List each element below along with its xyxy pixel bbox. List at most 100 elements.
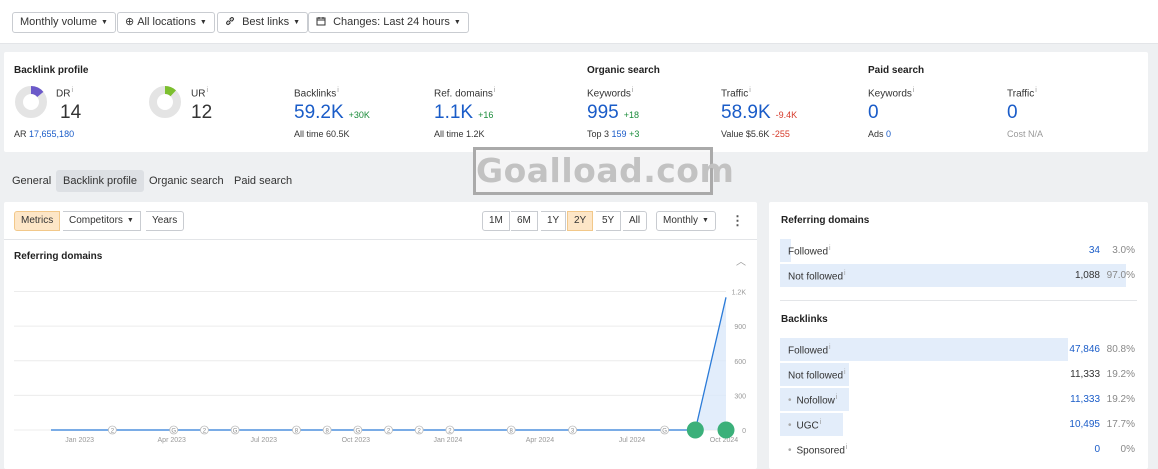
more-options-icon[interactable]: ⋮ xyxy=(731,213,744,228)
caret-down-icon: ▼ xyxy=(126,217,134,224)
backlinks-row[interactable]: • Sponsoredi 0 0% xyxy=(780,438,1137,461)
collapse-chevron-icon[interactable]: ︿ xyxy=(736,257,746,268)
range-2y[interactable]: 2Y xyxy=(567,211,594,231)
row-label: Followedi xyxy=(788,344,831,357)
x-tick-label: Jul 2024 xyxy=(619,437,646,444)
y-tick-label: 300 xyxy=(734,393,746,400)
y-tick-label: 600 xyxy=(734,359,746,366)
range-1m[interactable]: 1M xyxy=(482,211,510,231)
metrics-toggle[interactable]: Metrics xyxy=(14,211,61,231)
info-icon: i xyxy=(844,270,846,277)
backlinks-row[interactable]: Not followedi 11,333 19.2% xyxy=(780,363,1137,386)
backlinks-row[interactable]: • Nofollowi 11,333 19.2% xyxy=(780,388,1137,411)
x-tick-label: Oct 2024 xyxy=(710,437,739,444)
years-toggle[interactable]: Years xyxy=(146,211,185,231)
backlinks-value[interactable]: 59.2K +30K xyxy=(294,102,370,123)
caret-down-icon: ▼ xyxy=(453,19,461,26)
bullet-icon: • xyxy=(788,420,792,432)
share-bar xyxy=(780,388,849,411)
ads-count: Ads 0 xyxy=(868,129,892,139)
annotation-label: 2 xyxy=(203,429,207,435)
ref-domains-value[interactable]: 1.1K +16 xyxy=(434,102,494,123)
dr-label: DRi xyxy=(56,87,74,100)
filter-bar: Monthly volume ▼ ⊕ All locations ▼ Best lin… xyxy=(0,0,1158,44)
paid-keywords-value[interactable]: 0 xyxy=(868,102,879,123)
row-label: Followedi xyxy=(788,245,831,258)
annotation-label: 2 xyxy=(418,429,422,435)
link-icon xyxy=(225,16,238,28)
backlinks-label: Backlinksi xyxy=(294,87,339,100)
toolbar-divider xyxy=(4,239,757,240)
backlink-profile-title: Backlink profile xyxy=(14,65,89,76)
referring-domains-line-chart: 0 300 600 900 1.2K Jan 2023 Apr 2023 Jul 2023 Oc… xyxy=(14,290,746,444)
row-label: • Sponsoredi xyxy=(788,444,848,457)
tab-backlink-profile[interactable]: Backlink profile xyxy=(56,170,144,192)
row-value[interactable]: 34 xyxy=(1088,245,1100,256)
interval-dropdown[interactable]: Monthly ▼ xyxy=(656,211,716,231)
changes-filter-dropdown[interactable]: Changes: Last 24 hours ▼ xyxy=(308,12,469,33)
volume-filter-dropdown[interactable]: Monthly volume ▼ xyxy=(12,12,116,33)
organic-keywords-label: Keywordsi xyxy=(587,87,634,100)
highlight-point xyxy=(717,421,735,439)
changes-filter-label: Changes: Last 24 hours xyxy=(333,16,450,28)
y-tick-label: 900 xyxy=(734,324,746,331)
dr-ring-chart xyxy=(15,86,47,118)
organic-keywords-value[interactable]: 995 +18 xyxy=(587,102,639,123)
ur-ring-chart xyxy=(149,86,181,118)
row-value[interactable]: 10,495 xyxy=(1069,419,1100,430)
caret-down-icon: ▼ xyxy=(199,19,207,26)
backlinks-alltime: All time 60.5K xyxy=(294,129,350,139)
x-tick-label: Apr 2024 xyxy=(526,437,555,444)
share-bar xyxy=(780,413,844,436)
locations-filter-label: All locations xyxy=(137,16,196,28)
ref-domains-delta: +16 xyxy=(478,110,494,120)
backlinks-delta: +30K xyxy=(348,110,370,120)
organic-traffic-delta: -9.4K xyxy=(775,110,798,120)
info-icon: i xyxy=(631,87,634,94)
tab-paid-search[interactable]: Paid search xyxy=(234,175,293,187)
row-label: Not followedi xyxy=(788,369,846,382)
row-label: • Nofollowi xyxy=(788,394,838,407)
caret-down-icon: ▼ xyxy=(101,19,108,26)
range-1y[interactable]: 1Y xyxy=(541,211,567,231)
backlinks-row[interactable]: Followedi 47,846 80.8% xyxy=(780,338,1137,361)
dr-value: 14 xyxy=(60,102,82,123)
ur-label: URi xyxy=(191,87,209,100)
referring-domains-row[interactable]: Followedi 34 3.0% xyxy=(780,239,1137,262)
x-tick-label: Oct 2023 xyxy=(342,437,371,444)
paid-keywords-label: Keywordsi xyxy=(868,87,915,100)
row-value[interactable]: 47,846 xyxy=(1069,344,1100,355)
annotation-marker xyxy=(568,425,577,435)
backlinks-row[interactable]: • UGCi 10,495 17.7% xyxy=(780,413,1137,436)
links-filter-dropdown[interactable]: Best links ▼ xyxy=(217,12,309,33)
annotation-marker xyxy=(660,425,670,435)
row-percent: 80.8% xyxy=(1106,344,1135,355)
annotation-marker xyxy=(322,425,332,435)
competitors-dropdown[interactable]: Competitors ▼ xyxy=(63,211,141,231)
range-5y[interactable]: 5Y xyxy=(596,211,622,231)
organic-traffic-value[interactable]: 58.9K -9.4K xyxy=(721,102,798,123)
annotation-marker xyxy=(445,425,455,435)
links-filter-label: Best links xyxy=(242,16,290,28)
info-icon: i xyxy=(71,87,74,94)
organic-search-title: Organic search xyxy=(587,65,660,76)
backlinks-breakdown-title: Backlinks xyxy=(781,314,828,325)
annotation-label: 2 xyxy=(387,429,391,435)
range-all[interactable]: All xyxy=(623,211,648,231)
row-value[interactable]: 0 xyxy=(1094,444,1100,455)
row-percent: 17.7% xyxy=(1106,419,1135,430)
tab-organic-search[interactable]: Organic search xyxy=(149,175,224,187)
locations-filter-dropdown[interactable]: ⊕ All locations ▼ xyxy=(117,12,215,33)
annotation-marker xyxy=(200,425,209,435)
range-6m[interactable]: 6M xyxy=(511,211,538,231)
top3-link[interactable]: 159 xyxy=(611,129,627,139)
paid-traffic-value[interactable]: 0 xyxy=(1007,102,1018,123)
ar-rank-link[interactable]: 17,655,180 xyxy=(29,129,75,139)
row-label: Not followedi xyxy=(788,270,846,283)
series-line xyxy=(51,297,727,431)
referring-domains-row[interactable]: Not followedi 1,088 97.0% xyxy=(780,264,1137,287)
share-bar xyxy=(780,363,849,386)
tab-general[interactable]: General xyxy=(12,175,52,187)
row-value[interactable]: 11,333 xyxy=(1070,394,1100,405)
info-icon: i xyxy=(829,245,831,252)
